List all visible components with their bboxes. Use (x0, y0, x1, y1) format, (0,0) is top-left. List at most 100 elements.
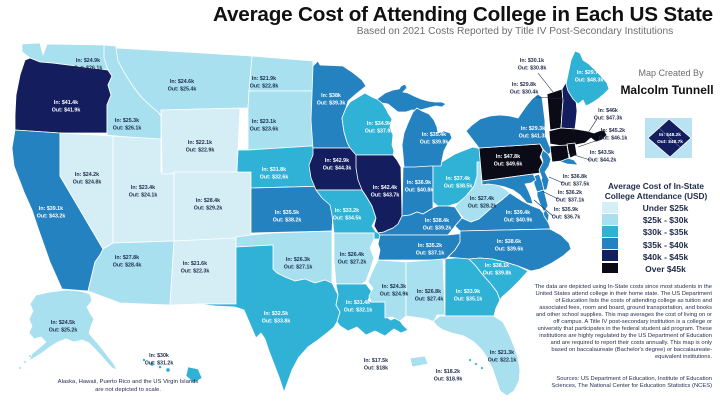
svg-text:In: $38.4k: In: $38.4k (425, 218, 449, 224)
svg-text:Out: $41.9k: Out: $41.9k (52, 108, 81, 114)
svg-text:In: $46k: In: $46k (598, 108, 618, 114)
svg-text:Out: $22.1k: Out: $22.1k (488, 358, 517, 364)
svg-text:Out: $43.2k: Out: $43.2k (37, 214, 66, 220)
svg-text:In: $45.2k: In: $45.2k (601, 128, 625, 134)
svg-text:Out: $26.1k: Out: $26.1k (113, 126, 142, 132)
svg-text:Out: $44.2k: Out: $44.2k (588, 158, 617, 164)
svg-text:In: $23.4k: In: $23.4k (131, 185, 155, 191)
svg-text:In: $22.1k: In: $22.1k (188, 140, 212, 146)
svg-text:In: $24.5k: In: $24.5k (51, 320, 75, 326)
svg-text:Out: $18k: Out: $18k (364, 366, 388, 372)
svg-text:Out: $28.4k: Out: $28.4k (113, 263, 142, 269)
svg-text:Out: $39.8k: Out: $39.8k (483, 271, 512, 277)
svg-text:Out: $44.3k: Out: $44.3k (323, 166, 352, 172)
svg-text:In: $36.9k: In: $36.9k (407, 180, 431, 186)
svg-text:In: $21.6k: In: $21.6k (183, 261, 207, 267)
svg-text:Out: $37.9k: Out: $37.9k (365, 129, 394, 135)
svg-text:In: $42.4k: In: $42.4k (373, 185, 397, 191)
svg-text:Out: $27.1k: Out: $27.1k (284, 265, 313, 271)
svg-text:In: $29.3k: In: $29.3k (521, 126, 545, 132)
svg-text:In: $23.1k: In: $23.1k (252, 119, 276, 125)
svg-text:Out: $37.5k: Out: $37.5k (561, 182, 590, 188)
svg-text:Out: $38.2k: Out: $38.2k (273, 218, 302, 224)
svg-text:In: $24.9k: In: $24.9k (76, 58, 100, 64)
svg-text:In: $47.8k: In: $47.8k (496, 154, 520, 160)
svg-text:In: $21.9k: In: $21.9k (252, 76, 276, 82)
svg-text:Out: $22.3k: Out: $22.3k (181, 269, 210, 275)
svg-text:Out: $24.1k: Out: $24.1k (129, 193, 158, 199)
svg-text:In: $37.4k: In: $37.4k (446, 176, 470, 182)
svg-text:Out: $25.2k: Out: $25.2k (49, 328, 78, 334)
svg-text:In: $26.8k: In: $26.8k (417, 289, 441, 295)
svg-text:Out: $36.7k: Out: $36.7k (552, 215, 581, 221)
svg-text:In: $27.4k: In: $27.4k (470, 196, 494, 202)
svg-text:Out: $39.3k: Out: $39.3k (317, 101, 346, 107)
svg-text:In: $35.2k: In: $35.2k (418, 243, 442, 249)
svg-text:In: $34.9k: In: $34.9k (367, 121, 391, 127)
svg-text:In: $36.2k: In: $36.2k (558, 190, 582, 196)
svg-text:In: $48.2k: In: $48.2k (659, 132, 681, 138)
svg-text:In: $27.8k: In: $27.8k (115, 255, 139, 261)
svg-text:In: $38.6k: In: $38.6k (497, 239, 521, 245)
svg-text:In: $41.4k: In: $41.4k (54, 100, 78, 106)
svg-text:Out: $24.9k: Out: $24.9k (380, 292, 409, 298)
svg-text:In: $25.3k: In: $25.3k (115, 118, 139, 124)
svg-text:In: $29.7k: In: $29.7k (577, 70, 601, 76)
svg-text:Out: $26.1k: Out: $26.1k (74, 66, 103, 72)
svg-text:Out: $32.6k: Out: $32.6k (260, 175, 289, 181)
svg-text:Out: $30.4k: Out: $30.4k (510, 90, 539, 96)
svg-text:Out: $28.2k: Out: $28.2k (468, 204, 497, 210)
svg-text:In: $43.5k: In: $43.5k (590, 150, 614, 156)
svg-text:Out: $49.6k: Out: $49.6k (494, 162, 523, 168)
svg-text:Out: $30.8k: Out: $30.8k (518, 66, 547, 72)
svg-text:Out: $48.7k: Out: $48.7k (657, 139, 683, 145)
svg-text:In: $35.4k: In: $35.4k (422, 132, 446, 138)
svg-text:Out: $37.1k: Out: $37.1k (416, 251, 445, 257)
svg-text:Out: $39.9k: Out: $39.9k (420, 140, 449, 146)
svg-text:Out: $27.2k: Out: $27.2k (338, 260, 367, 266)
svg-text:In: $32.5k: In: $32.5k (264, 311, 288, 317)
svg-text:Out: $18.9k: Out: $18.9k (434, 377, 463, 383)
svg-text:Out: $40.9k: Out: $40.9k (504, 218, 533, 224)
svg-text:Out: $29.2k: Out: $29.2k (194, 206, 223, 212)
svg-text:Out: $37.1k: Out: $37.1k (556, 198, 585, 204)
svg-text:Out: $23.6k: Out: $23.6k (250, 127, 279, 133)
svg-text:In: $21.3k: In: $21.3k (490, 350, 514, 356)
svg-text:In: $18.2k: In: $18.2k (436, 369, 460, 375)
svg-text:In: $33.9k: In: $33.9k (456, 289, 480, 295)
svg-text:Out: $25.4k: Out: $25.4k (168, 87, 197, 93)
svg-text:In: $35.5k: In: $35.5k (275, 210, 299, 216)
svg-text:In: $24.2k: In: $24.2k (75, 172, 99, 178)
svg-text:In: $31.8k: In: $31.8k (262, 167, 286, 173)
svg-text:Out: $47.3k: Out: $47.3k (594, 116, 623, 122)
svg-text:In: $30.1k: In: $30.1k (520, 58, 544, 64)
svg-text:In: $42.9k: In: $42.9k (325, 158, 349, 164)
svg-text:Out: $31.2k: Out: $31.2k (145, 361, 174, 367)
svg-text:Out: $34.5k: Out: $34.5k (333, 216, 362, 222)
svg-text:Out: $38.5k: Out: $38.5k (444, 184, 473, 190)
svg-text:Out: $43.7k: Out: $43.7k (371, 193, 400, 199)
svg-text:In: $38.1k: In: $38.1k (485, 263, 509, 269)
svg-text:In: $26.3k: In: $26.3k (286, 257, 310, 263)
svg-text:In: $33.2k: In: $33.2k (335, 208, 359, 214)
svg-text:In: $39.1k: In: $39.1k (39, 206, 63, 212)
svg-text:Out: $46.1k: Out: $46.1k (599, 136, 628, 142)
svg-text:In: $36.8k: In: $36.8k (563, 174, 587, 180)
svg-text:In: $35.9k: In: $35.9k (554, 207, 578, 213)
svg-text:Out: $48.3k: Out: $48.3k (575, 78, 604, 84)
svg-text:Out: $22.9k: Out: $22.9k (186, 148, 215, 154)
svg-text:In: $26.4k: In: $26.4k (340, 252, 364, 258)
svg-text:In: $30k: In: $30k (149, 353, 169, 359)
svg-text:Out: $22.8k: Out: $22.8k (250, 84, 279, 90)
svg-text:In: $17.5k: In: $17.5k (364, 358, 388, 364)
svg-text:In: $31.4k: In: $31.4k (346, 300, 370, 306)
svg-text:Out: $32.1k: Out: $32.1k (344, 308, 373, 314)
svg-text:In: $38k: In: $38k (321, 93, 341, 99)
svg-text:In: $39.4k: In: $39.4k (506, 210, 530, 216)
svg-text:Out: $39.2k: Out: $39.2k (423, 226, 452, 232)
svg-text:Out: $39.6k: Out: $39.6k (495, 247, 524, 253)
svg-text:In: $29.8k: In: $29.8k (512, 82, 536, 88)
svg-text:Out: $27.4k: Out: $27.4k (415, 297, 444, 303)
svg-text:Out: $35.1k: Out: $35.1k (454, 297, 483, 303)
svg-text:Out: $33.8k: Out: $33.8k (262, 319, 291, 325)
